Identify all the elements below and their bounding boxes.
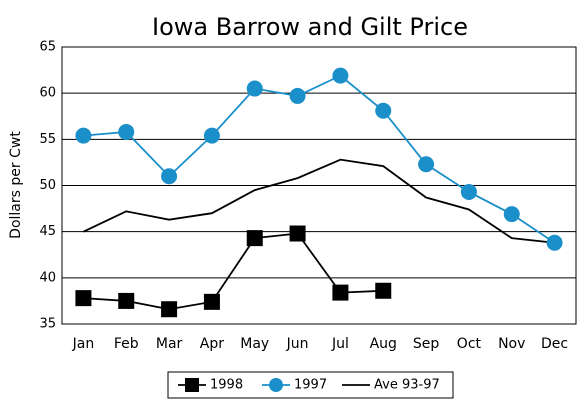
marker	[118, 292, 135, 309]
x-tick-label: Feb	[114, 336, 139, 352]
marker	[332, 67, 349, 84]
marker	[246, 80, 263, 97]
marker	[161, 301, 178, 318]
marker	[289, 225, 306, 242]
x-tick-label: Dec	[541, 336, 568, 352]
marker	[375, 282, 392, 299]
legend-label: Ave 93-97	[374, 378, 440, 393]
legend-marker	[269, 378, 283, 392]
x-tick-label: Aug	[370, 336, 397, 352]
y-tick-label: 45	[39, 224, 56, 239]
marker	[203, 127, 220, 144]
marker	[418, 156, 435, 173]
chart-title: Iowa Barrow and Gilt Price	[152, 13, 468, 41]
y-tick-label: 55	[39, 132, 56, 147]
marker	[246, 230, 263, 247]
x-tick-label: Nov	[498, 336, 525, 352]
plot-frame	[61, 46, 577, 325]
marker	[332, 284, 349, 301]
y-tick-label: 65	[39, 40, 56, 55]
x-tick-label: Sep	[413, 336, 440, 352]
x-tick-label: Mar	[156, 336, 183, 352]
y-tick-label: 60	[39, 86, 56, 101]
marker	[375, 102, 392, 119]
y-tick-label: 35	[39, 317, 56, 332]
marker	[75, 127, 92, 144]
legend-marker	[185, 378, 199, 392]
legend-box	[167, 371, 454, 399]
x-tick-label: Jan	[72, 336, 95, 352]
x-tick-label: Oct	[457, 336, 482, 352]
x-tick-label: May	[240, 336, 269, 352]
x-tick-label: Jul	[331, 336, 349, 352]
series-line	[83, 158, 555, 244]
marker	[161, 168, 178, 185]
series-line	[83, 74, 556, 244]
marker	[289, 87, 306, 104]
y-tick-label: 40	[39, 270, 56, 285]
legend-label: 1998	[210, 378, 243, 393]
marker	[118, 123, 135, 140]
x-tick-label: Jun	[286, 336, 309, 352]
legend-label: 1997	[294, 378, 327, 393]
y-axis-label: Dollars per Cwt	[8, 131, 24, 239]
marker	[460, 183, 477, 200]
marker	[203, 293, 220, 310]
marker	[546, 234, 563, 251]
x-tick-label: Apr	[200, 336, 224, 352]
y-tick-label: 50	[39, 178, 56, 193]
marker	[75, 290, 92, 307]
marker	[503, 206, 520, 223]
